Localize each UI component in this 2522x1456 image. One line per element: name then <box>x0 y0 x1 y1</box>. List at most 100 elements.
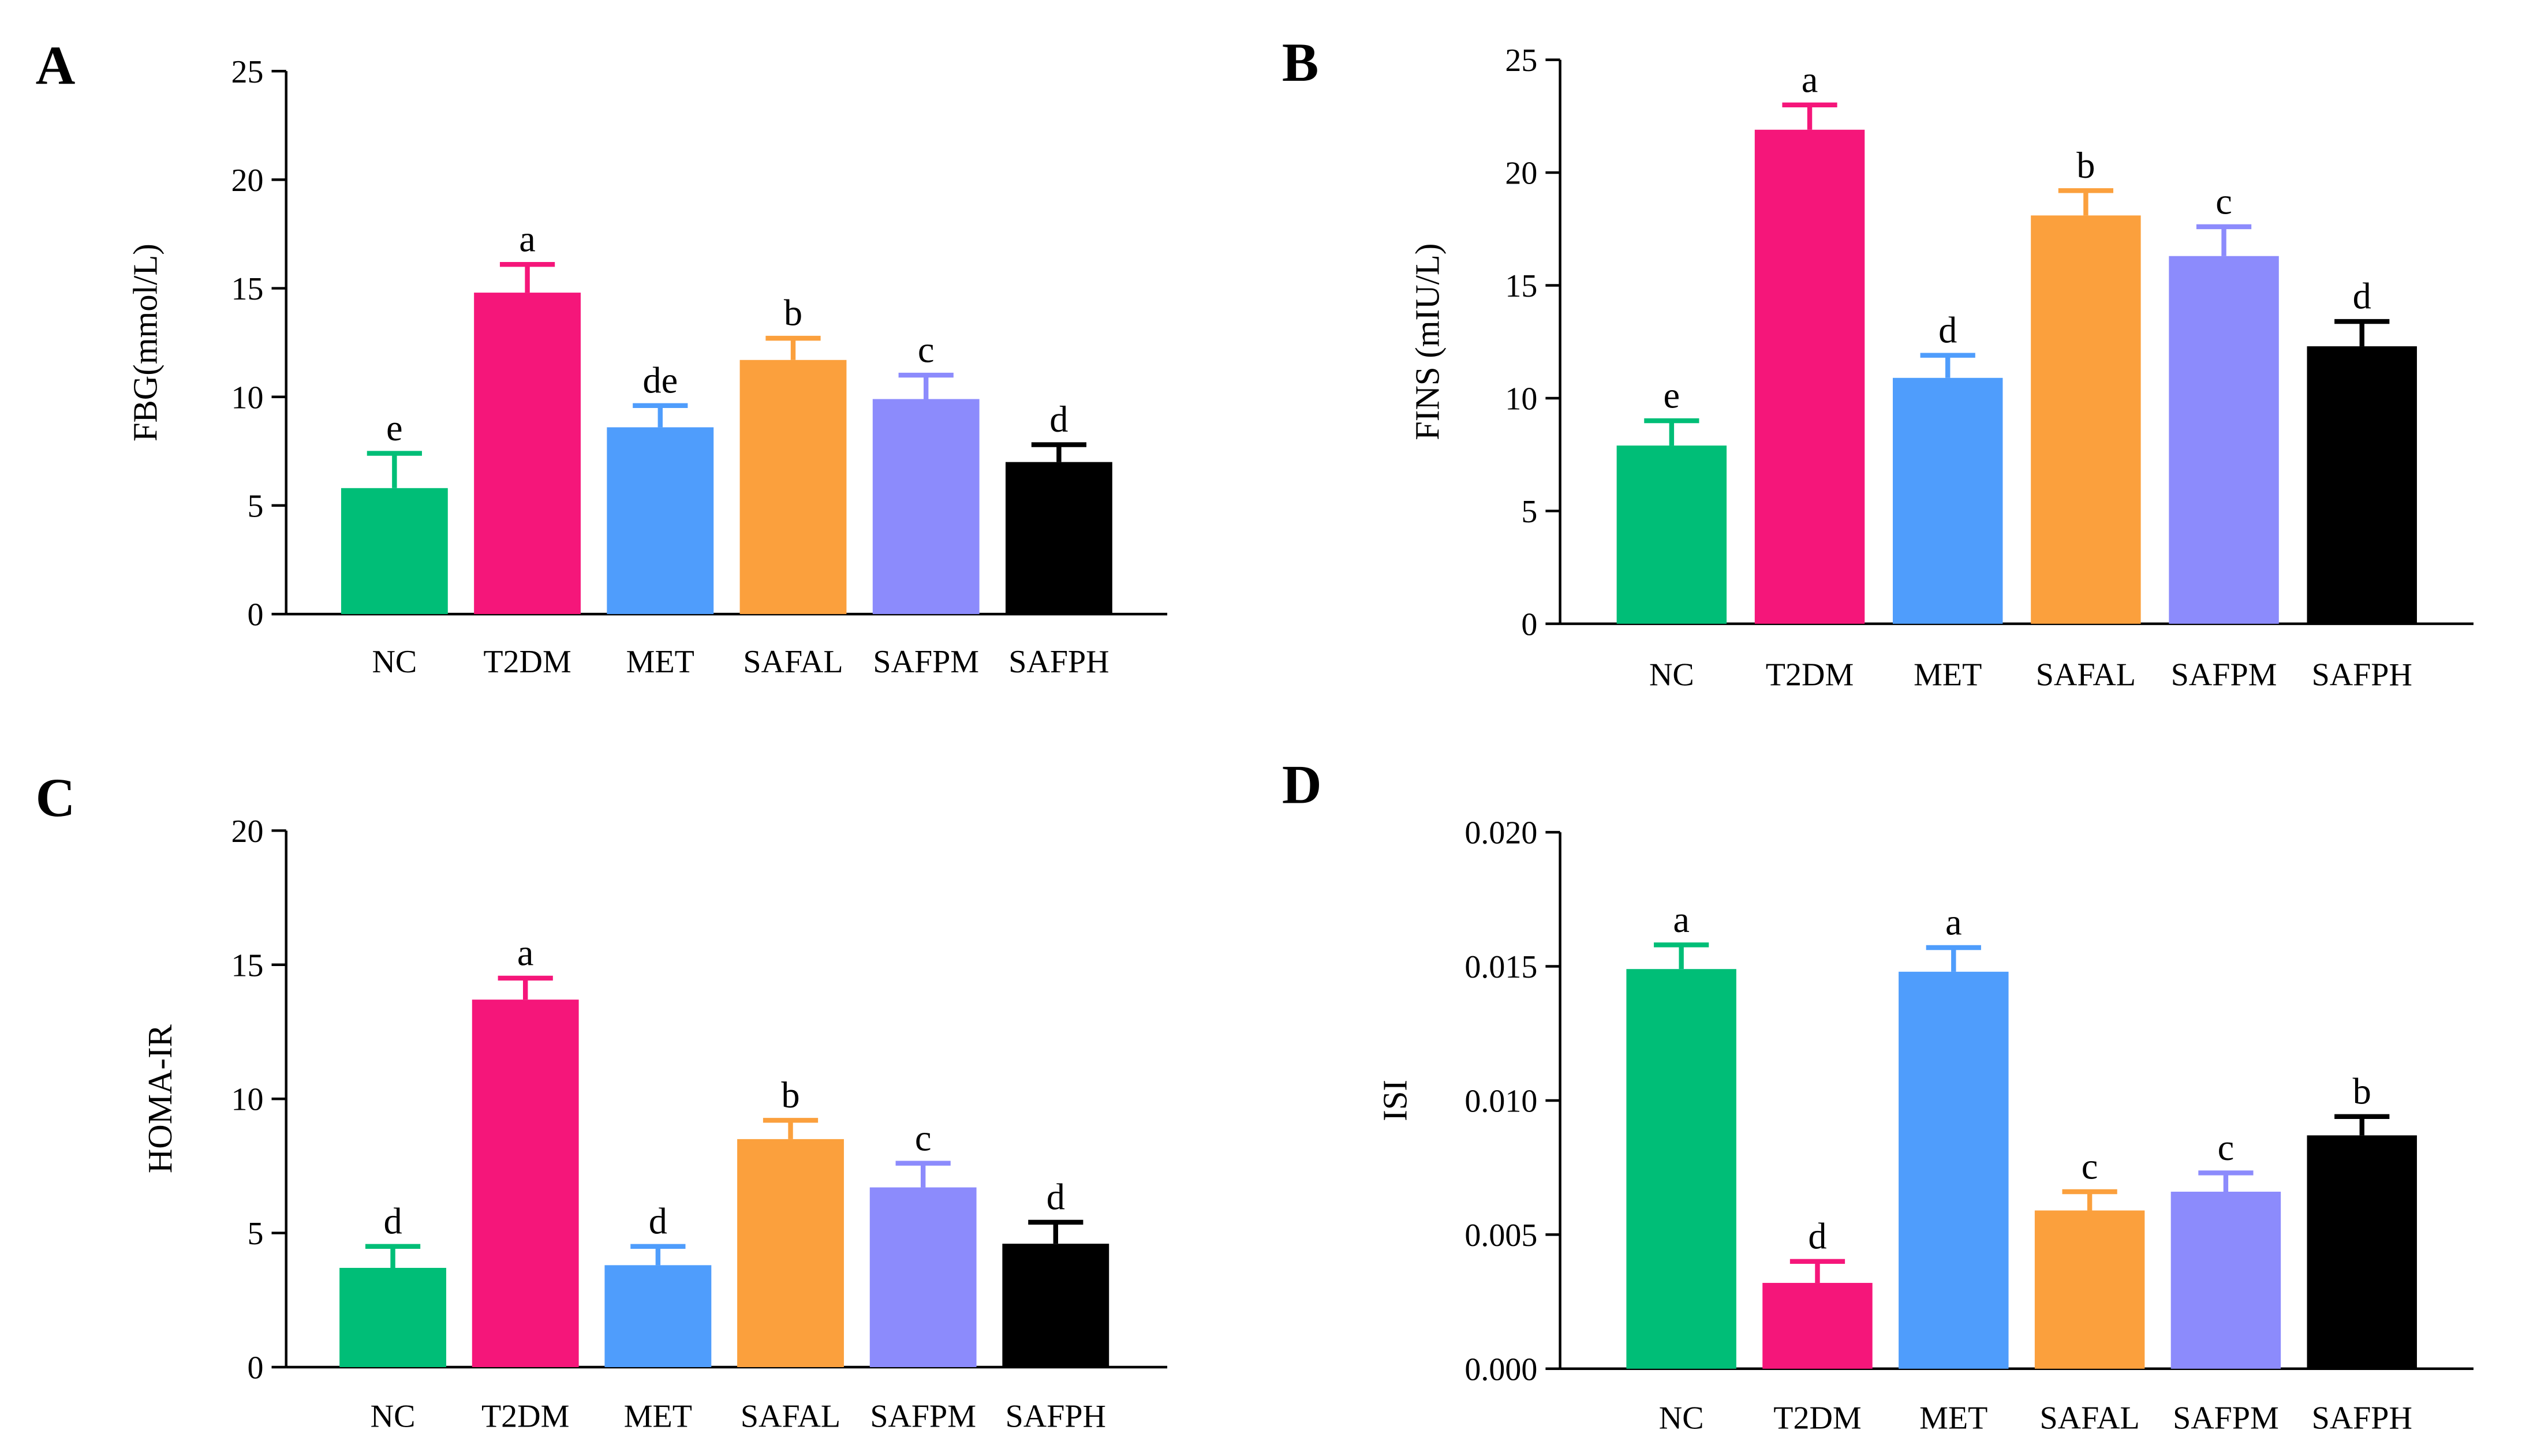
x-tick-label: NC <box>1649 657 1694 693</box>
y-axis-label: FINS (mIU/L) <box>1409 244 1447 440</box>
y-tick-label: 0.015 <box>1464 949 1537 985</box>
bar-nc <box>341 488 448 615</box>
significance-label: b <box>784 293 802 334</box>
bar-t2dm <box>474 293 581 615</box>
significance-label: de <box>642 360 678 401</box>
bar-safpm <box>872 399 980 615</box>
x-tick-label: SAFPM <box>2171 657 2277 693</box>
y-tick-label: 10 <box>1505 381 1537 417</box>
y-tick-label: 0 <box>248 1350 264 1386</box>
y-tick-label: 0.005 <box>1464 1218 1537 1253</box>
significance-label: a <box>519 219 536 260</box>
x-tick-label: NC <box>1659 1400 1704 1436</box>
x-tick-label: NC <box>372 644 417 680</box>
bar-safph <box>1002 1244 1109 1367</box>
significance-label: e <box>1664 375 1680 416</box>
chart-panel-c: C HOMA-IR 0 5 10 15 20 d NC a T2DM d MET b SAFAL c SAFPM… <box>36 767 1168 1435</box>
bar-safal <box>737 1139 844 1367</box>
significance-label: d <box>1049 399 1068 440</box>
y-tick-label: 10 <box>231 1082 264 1118</box>
y-tick-label: 20 <box>231 163 264 199</box>
x-tick-label: SAFAL <box>2039 1400 2139 1436</box>
y-tick-label: 0.020 <box>1464 815 1537 851</box>
bar-met <box>1899 971 2009 1369</box>
y-tick-label: 15 <box>231 271 264 307</box>
y-tick-label: 0 <box>248 597 264 633</box>
y-tick-label: 20 <box>231 814 264 849</box>
x-tick-label: T2DM <box>481 1399 569 1435</box>
y-tick-label: 15 <box>1505 268 1537 304</box>
y-tick-label: 0.000 <box>1464 1352 1537 1387</box>
y-tick-label: 5 <box>248 1216 264 1252</box>
chart-panel-d: D ISI 0.000 0.005 0.010 0.015 0.020 a NC d T2DM a ME… <box>1282 754 2474 1436</box>
significance-label: c <box>2215 181 2232 222</box>
chart-panel-a: A FBG(mmol/L) 0 5 10 15 20 25 e NC a T2DM de MET b SAFA… <box>36 35 1168 680</box>
bar-met <box>607 427 714 615</box>
significance-label: d <box>383 1200 402 1241</box>
x-tick-label: SAFPM <box>870 1399 976 1435</box>
bar-safph <box>2307 346 2417 624</box>
significance-label: a <box>1673 899 1690 940</box>
y-axis-label: HOMA-IR <box>141 1024 179 1173</box>
x-tick-label: MET <box>1919 1400 1987 1436</box>
y-tick-label: 0.010 <box>1464 1084 1537 1120</box>
bar-met <box>1892 377 2003 624</box>
x-tick-label: MET <box>624 1399 692 1435</box>
x-tick-label: SAFAL <box>2036 657 2136 693</box>
significance-label: a <box>1802 59 1818 100</box>
significance-label: d <box>1808 1215 1826 1256</box>
significance-label: c <box>918 330 935 370</box>
significance-label: b <box>2076 145 2095 186</box>
bar-safpm <box>869 1187 977 1367</box>
panel-label: B <box>1282 32 1319 93</box>
bar-met <box>604 1265 712 1367</box>
bar-safal <box>739 360 847 615</box>
bar-safph <box>2307 1135 2417 1369</box>
x-tick-label: SAFPH <box>1006 1399 1106 1435</box>
bar-nc <box>1616 446 1727 624</box>
significance-label: a <box>1945 902 1962 943</box>
x-tick-label: SAFPM <box>873 644 979 680</box>
x-tick-label: SAFPH <box>2312 1400 2412 1436</box>
significance-label: b <box>2353 1071 2371 1111</box>
x-tick-label: MET <box>626 644 694 680</box>
significance-label: b <box>781 1075 799 1116</box>
bar-safpm <box>2169 256 2279 624</box>
bar-t2dm <box>1754 129 1865 624</box>
y-tick-label: 5 <box>248 489 264 525</box>
x-tick-label: SAFAL <box>743 644 843 680</box>
y-tick-label: 20 <box>1505 156 1537 192</box>
x-tick-label: SAFAL <box>741 1399 840 1435</box>
y-tick-label: 15 <box>231 948 264 983</box>
significance-label: d <box>2353 276 2371 317</box>
chart-panel-b: B FINS (mIU/L) 0 5 10 15 20 25 e NC a T2DM d MET b SAFA… <box>1282 32 2474 693</box>
x-tick-label: SAFPH <box>1008 644 1109 680</box>
significance-label: e <box>386 407 403 448</box>
significance-label: d <box>649 1200 667 1241</box>
y-tick-label: 25 <box>1505 43 1537 78</box>
bar-safal <box>2031 215 2141 624</box>
y-tick-label: 25 <box>231 54 264 90</box>
x-tick-label: SAFPH <box>2312 657 2412 693</box>
y-tick-label: 5 <box>1521 494 1537 530</box>
y-axis-label: FBG(mmol/L) <box>127 244 165 441</box>
x-tick-label: MET <box>1914 657 1982 693</box>
y-tick-label: 10 <box>231 380 264 416</box>
bar-safpm <box>2170 1191 2281 1369</box>
bar-t2dm <box>1762 1283 1873 1369</box>
panel-label: A <box>36 35 76 96</box>
bar-safal <box>2034 1210 2145 1369</box>
bar-nc <box>339 1267 446 1367</box>
x-tick-label: T2DM <box>1773 1400 1861 1436</box>
bar-safph <box>1005 462 1112 615</box>
significance-label: c <box>2218 1127 2235 1168</box>
x-tick-label: NC <box>371 1399 416 1435</box>
bar-nc <box>1626 969 1736 1369</box>
significance-label: d <box>1047 1177 1065 1218</box>
y-axis-label: ISI <box>1377 1080 1414 1121</box>
y-tick-label: 0 <box>1521 607 1537 642</box>
significance-label: c <box>915 1117 932 1158</box>
x-tick-label: T2DM <box>483 644 571 680</box>
x-tick-label: SAFPM <box>2173 1400 2279 1436</box>
